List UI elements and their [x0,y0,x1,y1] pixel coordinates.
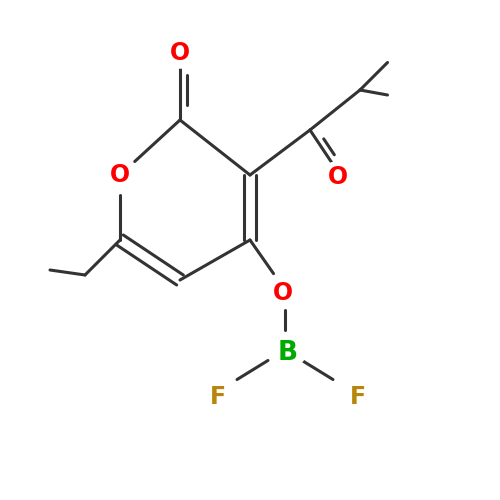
Text: B: B [278,340,297,365]
Ellipse shape [264,276,301,308]
Ellipse shape [199,381,236,414]
Text: F: F [210,386,226,409]
Ellipse shape [161,36,199,68]
Ellipse shape [269,336,306,369]
Text: O: O [170,40,190,64]
Ellipse shape [319,161,356,194]
Text: O: O [272,280,292,304]
Text: O: O [110,163,130,187]
Text: O: O [328,166,347,190]
Ellipse shape [339,381,376,414]
Text: F: F [350,386,366,409]
Ellipse shape [101,159,139,191]
